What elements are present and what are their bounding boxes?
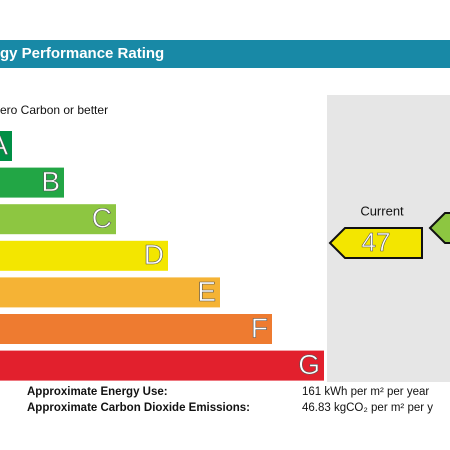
- band-letter: D: [144, 239, 164, 270]
- footer-label: Approximate Carbon Dioxide Emissions:: [27, 402, 250, 414]
- footer-value: 161 kWh per m² per year: [302, 386, 429, 398]
- band-letter: F: [251, 312, 268, 343]
- band-bar: [0, 167, 64, 198]
- footer-value: 46.83 kgCO₂ per m² per y: [302, 402, 433, 414]
- band-bar: [0, 204, 116, 235]
- band-bar: [0, 277, 220, 308]
- potential-arrow: [428, 212, 450, 244]
- band-bar: [0, 314, 272, 344]
- current-rating: 47: [362, 227, 391, 257]
- header-title: gy Performance Rating: [0, 45, 164, 62]
- band-letter: A: [0, 129, 8, 160]
- band-bar: [0, 350, 324, 381]
- bands: A B C D E FG: [0, 129, 324, 381]
- current-label: Current: [360, 203, 404, 218]
- band-bar: [0, 240, 168, 271]
- scale-note: ero Carbon or better: [0, 103, 108, 117]
- band-bar: [0, 131, 12, 161]
- band-letter: B: [41, 166, 60, 197]
- current-arrow: [328, 227, 423, 259]
- band-letter: C: [92, 203, 112, 234]
- header-bar: [0, 40, 450, 68]
- band-letter: E: [197, 276, 216, 307]
- footer-label: Approximate Energy Use:: [27, 386, 168, 398]
- band-letter: G: [298, 349, 320, 380]
